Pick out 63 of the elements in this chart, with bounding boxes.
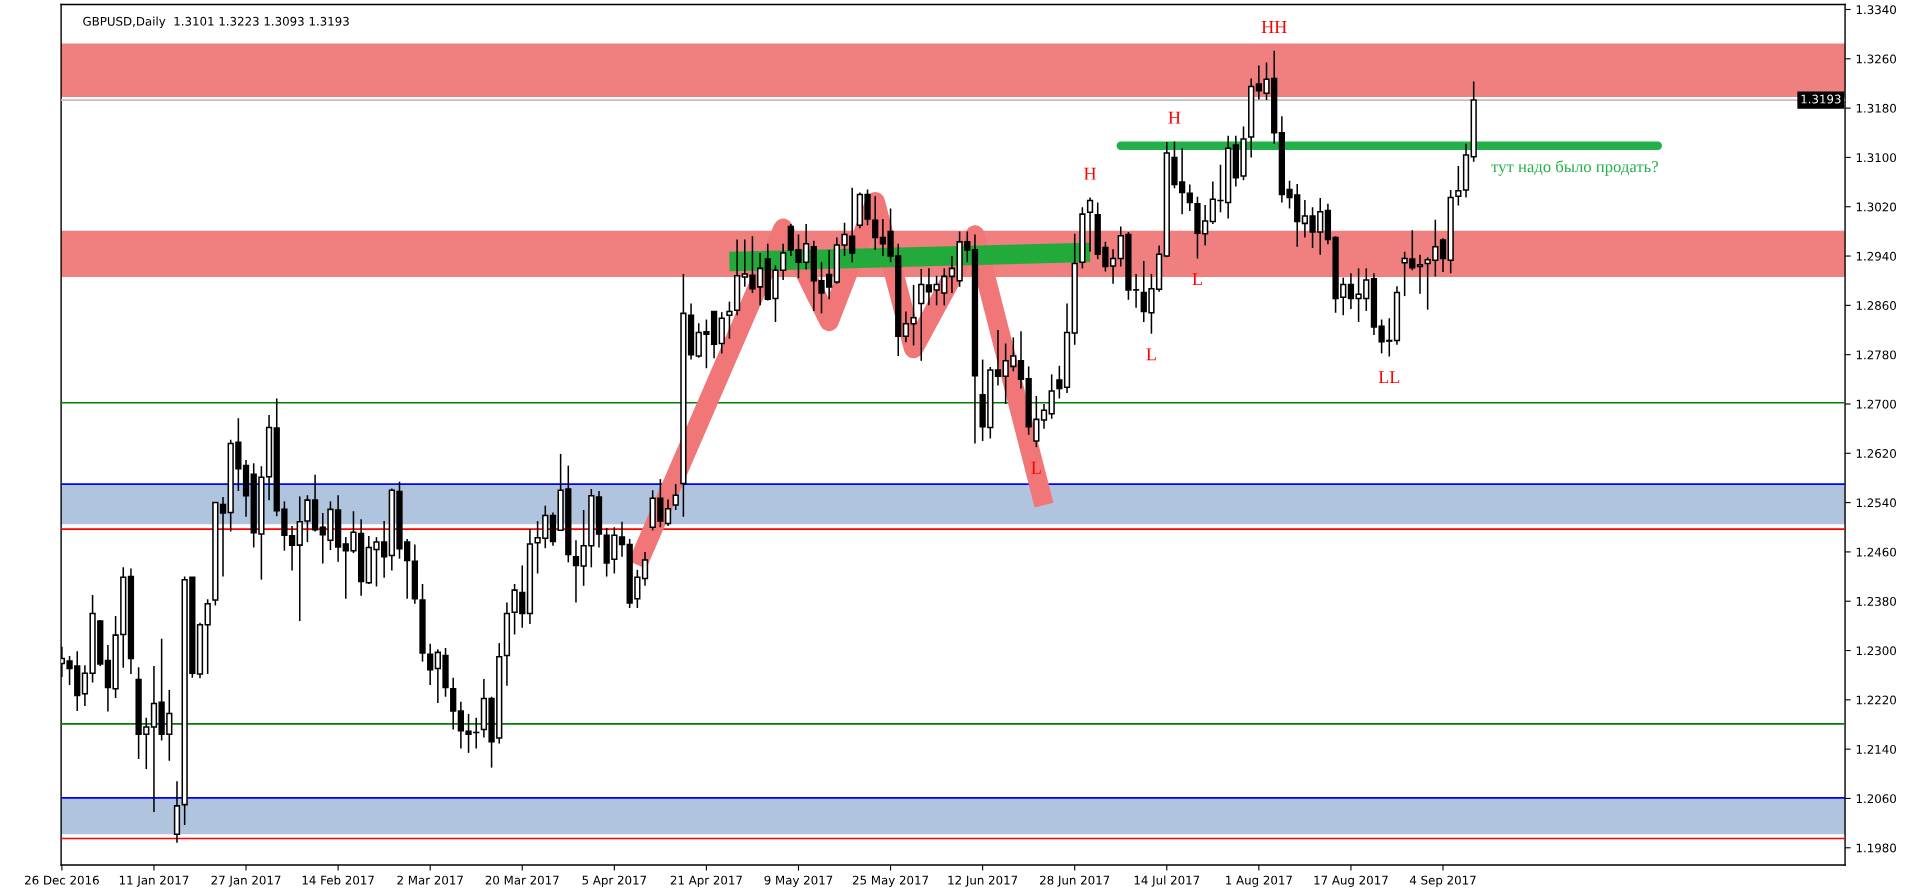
y-tick-label: 1.2140 bbox=[1856, 744, 1896, 754]
y-tick-label: 1.2700 bbox=[1856, 399, 1896, 409]
candlestick bbox=[457, 700, 465, 750]
candlestick bbox=[1416, 254, 1424, 295]
candlestick bbox=[918, 268, 925, 362]
x-tick-label: 11 Jan 2017 bbox=[119, 875, 189, 887]
annotation: H bbox=[1084, 167, 1097, 180]
x-tick-label: 4 Sep 2017 bbox=[1409, 875, 1476, 887]
y-tick-label: 1.2780 bbox=[1856, 350, 1896, 360]
x-tick-label: 1 Aug 2017 bbox=[1226, 875, 1292, 887]
candlestick bbox=[204, 598, 211, 675]
candlestick bbox=[1455, 165, 1462, 207]
y-tick-label: 1.2300 bbox=[1856, 646, 1896, 656]
y-tick-label: 1.2620 bbox=[1856, 449, 1896, 458]
candlestick bbox=[1086, 196, 1094, 253]
y-tick-label: 1.3260 bbox=[1856, 54, 1896, 64]
x-tick-label: 25 May 2017 bbox=[852, 875, 929, 887]
annotation: HH bbox=[1261, 21, 1287, 33]
x-tick-label: 28 Jun 2017 bbox=[1040, 875, 1110, 887]
y-tick-label: 1.3100 bbox=[1856, 153, 1896, 163]
y-tick-label: 1.2060 bbox=[1856, 794, 1896, 804]
candlestick bbox=[872, 195, 879, 251]
x-tick-label: 12 Jun 2017 bbox=[948, 875, 1018, 887]
y-tick-label: 1.3180 bbox=[1856, 103, 1896, 113]
candlestick bbox=[1017, 330, 1025, 390]
candlestick bbox=[672, 483, 679, 511]
annotation: L bbox=[1031, 461, 1041, 474]
x-tick-label: 9 May 2017 bbox=[764, 875, 833, 887]
annotation: L bbox=[1192, 273, 1202, 286]
candlestick bbox=[1186, 183, 1193, 212]
candlestick bbox=[641, 551, 649, 587]
candlestick bbox=[1040, 403, 1048, 430]
candlestick bbox=[450, 676, 457, 731]
annotation: LL bbox=[1378, 371, 1400, 384]
x-tick-label: 14 Jul 2017 bbox=[1134, 875, 1200, 887]
y-tick-label: 1.1980 bbox=[1856, 843, 1896, 853]
x-tick-label: 26 Dec 2016 bbox=[25, 875, 99, 885]
y-tick-label: 1.2220 bbox=[1856, 695, 1896, 705]
candlestick bbox=[994, 329, 1002, 387]
x-tick-label: 21 Apr 2017 bbox=[670, 875, 742, 887]
y-tick-label: 1.3340 bbox=[1856, 5, 1896, 15]
candlestick bbox=[618, 520, 626, 558]
x-tick-label: 14 Feb 2017 bbox=[302, 875, 374, 885]
x-tick-label: 20 Mar 2017 bbox=[485, 875, 559, 885]
y-tick-label: 1.2460 bbox=[1856, 547, 1896, 557]
x-tick-label: 17 Aug 2017 bbox=[1314, 875, 1388, 887]
candlestick bbox=[726, 300, 733, 340]
series-label: тут надо было продать? bbox=[1491, 160, 1658, 176]
ref-line-label: 1.3193 bbox=[1801, 94, 1841, 104]
x-tick-label: 5 Apr 2017 bbox=[582, 875, 647, 887]
x-tick-label: 27 Jan 2017 bbox=[211, 875, 281, 887]
y-tick-label: 1.3020 bbox=[1856, 202, 1896, 212]
annotation: H bbox=[1168, 111, 1181, 124]
text: GBPUSD,Daily 1.3101 1.3223 1.3093 1.3193 bbox=[83, 16, 349, 29]
y-tick-label: 1.2940 bbox=[1856, 251, 1896, 261]
candlestick bbox=[219, 496, 227, 578]
y-tick-label: 1.2380 bbox=[1856, 596, 1896, 606]
candlestick bbox=[1048, 373, 1055, 420]
candlestick bbox=[1439, 237, 1447, 273]
y-tick-label: 1.2860 bbox=[1856, 301, 1896, 311]
annotation: L bbox=[1146, 348, 1156, 361]
y-tick-label: 1.2540 bbox=[1856, 498, 1896, 508]
x-tick-label: 2 Mar 2017 bbox=[397, 875, 463, 885]
